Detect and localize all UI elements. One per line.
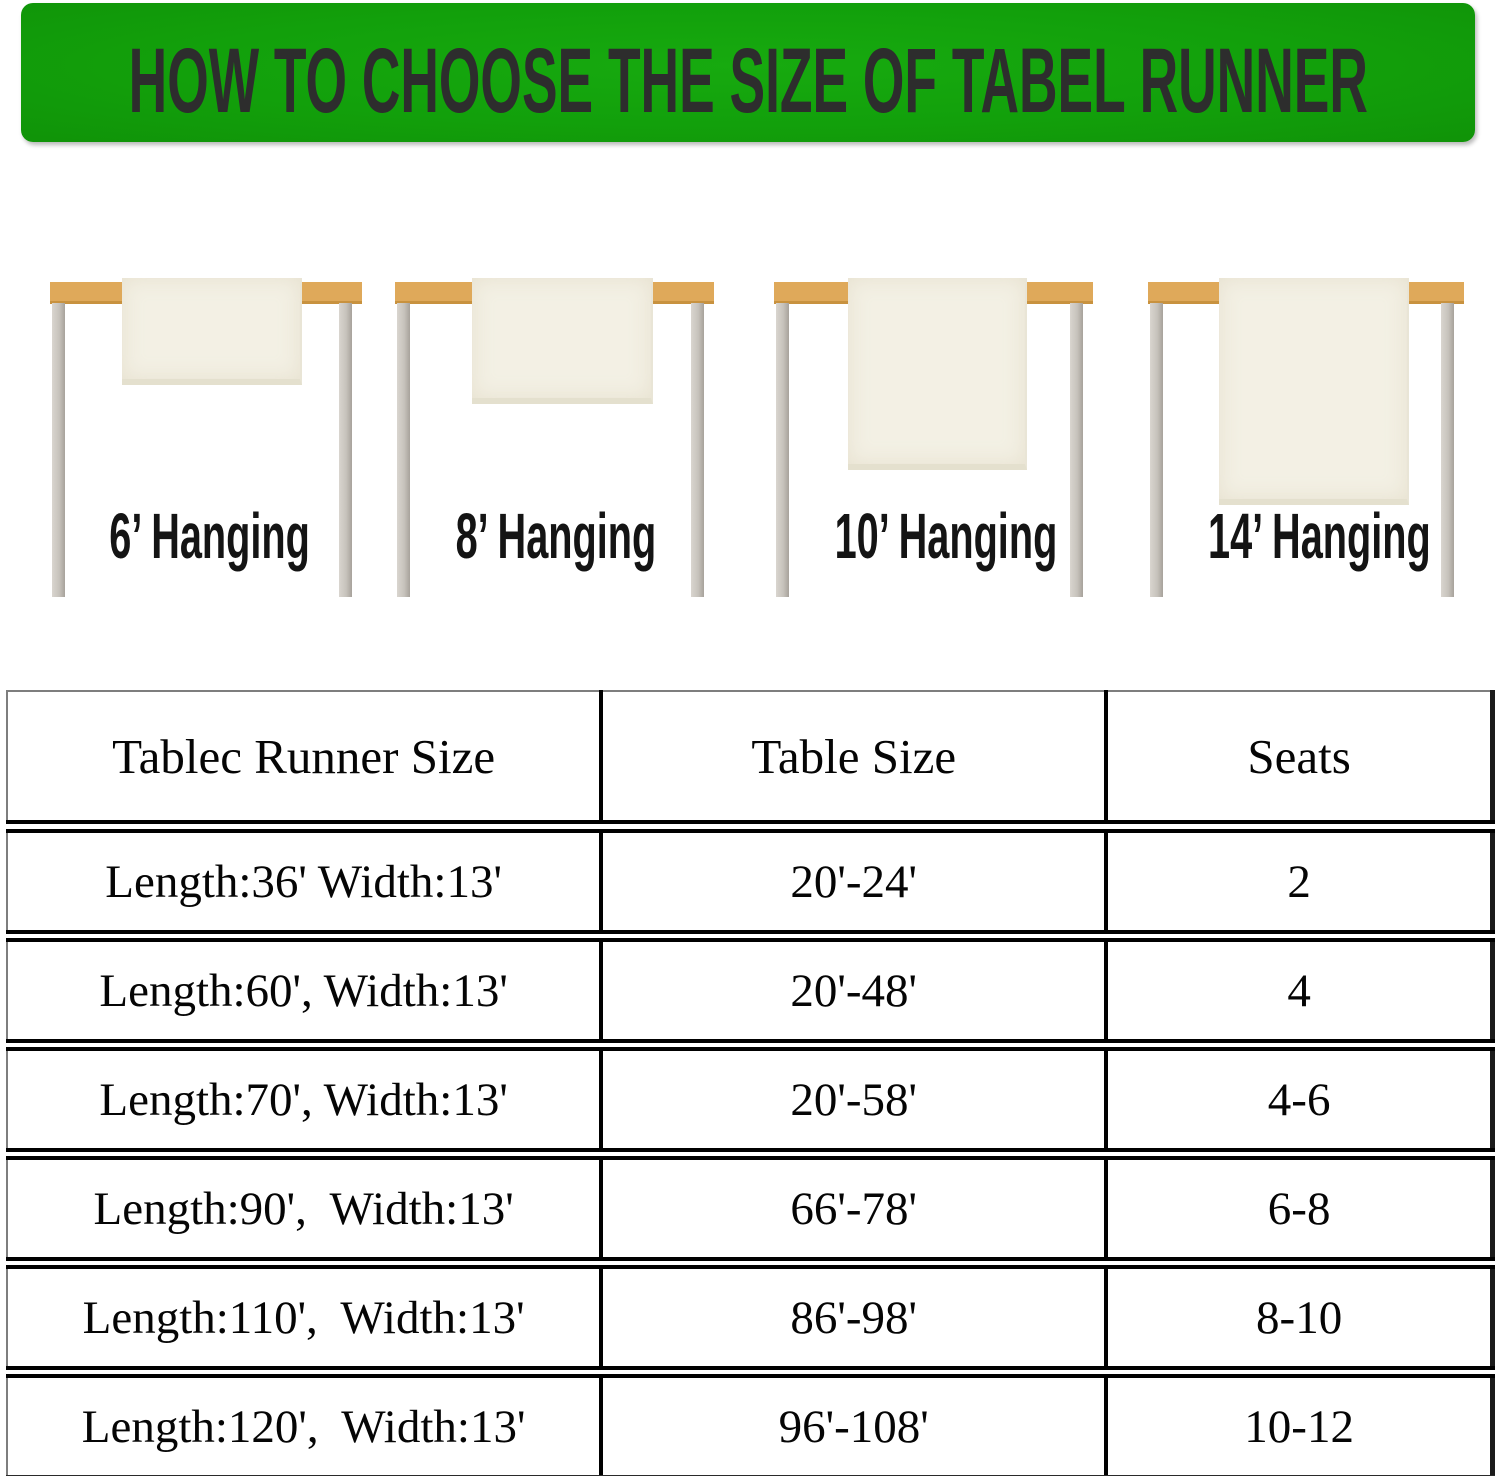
table-runner — [472, 278, 653, 404]
cell-seats: 10-12 — [1244, 1400, 1354, 1453]
cell-table-size: 66'-78' — [601, 1154, 1109, 1269]
hang-label: 14’ Hanging — [1208, 500, 1431, 572]
table-leg-right — [1441, 303, 1454, 597]
hang-label: 10’ Hanging — [834, 500, 1058, 572]
cell-runner-size: Length:70', Width:13' — [7, 1045, 604, 1160]
table-illustration-6: 6’ Hanging — [50, 278, 362, 600]
col-header-seats: Seats — [1106, 691, 1493, 833]
table-leg-right — [691, 303, 704, 597]
table-leg-left — [1150, 303, 1163, 597]
table-leg-right — [1070, 303, 1083, 597]
table-row: Length:110', Width:13' 86'-98' 8-10 — [7, 1263, 1493, 1378]
title-banner: HOW TO CHOOSE THE SIZE OF TABEL RUNNER — [21, 3, 1475, 142]
cell-seats: 4 — [1106, 936, 1493, 1051]
table-illustration-14: 14’ Hanging — [1148, 278, 1464, 600]
cell-runner-size: Length:60', Width:13' — [7, 936, 604, 1051]
col-header-table-size: Table Size — [601, 691, 1109, 833]
cell-seats: 2 — [1106, 826, 1493, 942]
table-leg-right — [339, 303, 352, 597]
table-illustration-10: 10’ Hanging — [774, 278, 1093, 600]
table-leg-left — [52, 303, 65, 597]
cell-runner-size: Length:120', Width:13' — [7, 1372, 604, 1476]
size-table: Tablec Runner Size Table Size Seats Leng… — [6, 690, 1495, 1476]
cell-runner-size: Length:90', Width:13' — [7, 1154, 604, 1269]
cell-runner-size: Length:36' Width:13' — [7, 826, 604, 942]
cell-table-size: 86'-98' — [601, 1263, 1109, 1378]
table-row: Length:70', Width:13' 20'-58' 4-6 — [7, 1045, 1493, 1160]
table-runner — [122, 278, 302, 385]
cell-table-size: 20'-24' — [601, 826, 1109, 942]
cell-table-size: 20'-58' — [601, 1045, 1109, 1160]
table-row: Length:60', Width:13' 20'-48' 4 — [7, 936, 1493, 1051]
table-leg-left — [397, 303, 410, 597]
size-table-header-row: Tablec Runner Size Table Size Seats — [7, 691, 1493, 833]
table-runner — [1219, 278, 1409, 505]
col-header-runner-size: Tablec Runner Size — [7, 691, 604, 833]
cell-table-size: 96'-108' — [601, 1372, 1109, 1476]
cell-table-size: 20'-48' — [601, 936, 1109, 1051]
table-row: Length:90', Width:13' 66'-78' 6-8 — [7, 1154, 1493, 1269]
table-illustration-8: 8’ Hanging — [395, 278, 714, 600]
hang-label: 6’ Hanging — [109, 500, 310, 572]
hang-label: 8’ Hanging — [455, 500, 657, 572]
cell-seats: 8-10 — [1106, 1263, 1493, 1378]
cell-runner-size: Length:110', Width:13' — [7, 1263, 604, 1378]
page-title: HOW TO CHOOSE THE SIZE OF TABEL RUNNER — [128, 29, 1368, 132]
cell-seats: 6-8 — [1106, 1154, 1493, 1269]
table-row: Length:36' Width:13' 20'-24' 2 — [7, 826, 1493, 942]
table-runner — [848, 278, 1027, 470]
table-row: Length:120', Width:13' 96'-108' 10-12 — [7, 1372, 1493, 1476]
table-leg-left — [776, 303, 789, 597]
cell-seats: 4-6 — [1106, 1045, 1493, 1160]
